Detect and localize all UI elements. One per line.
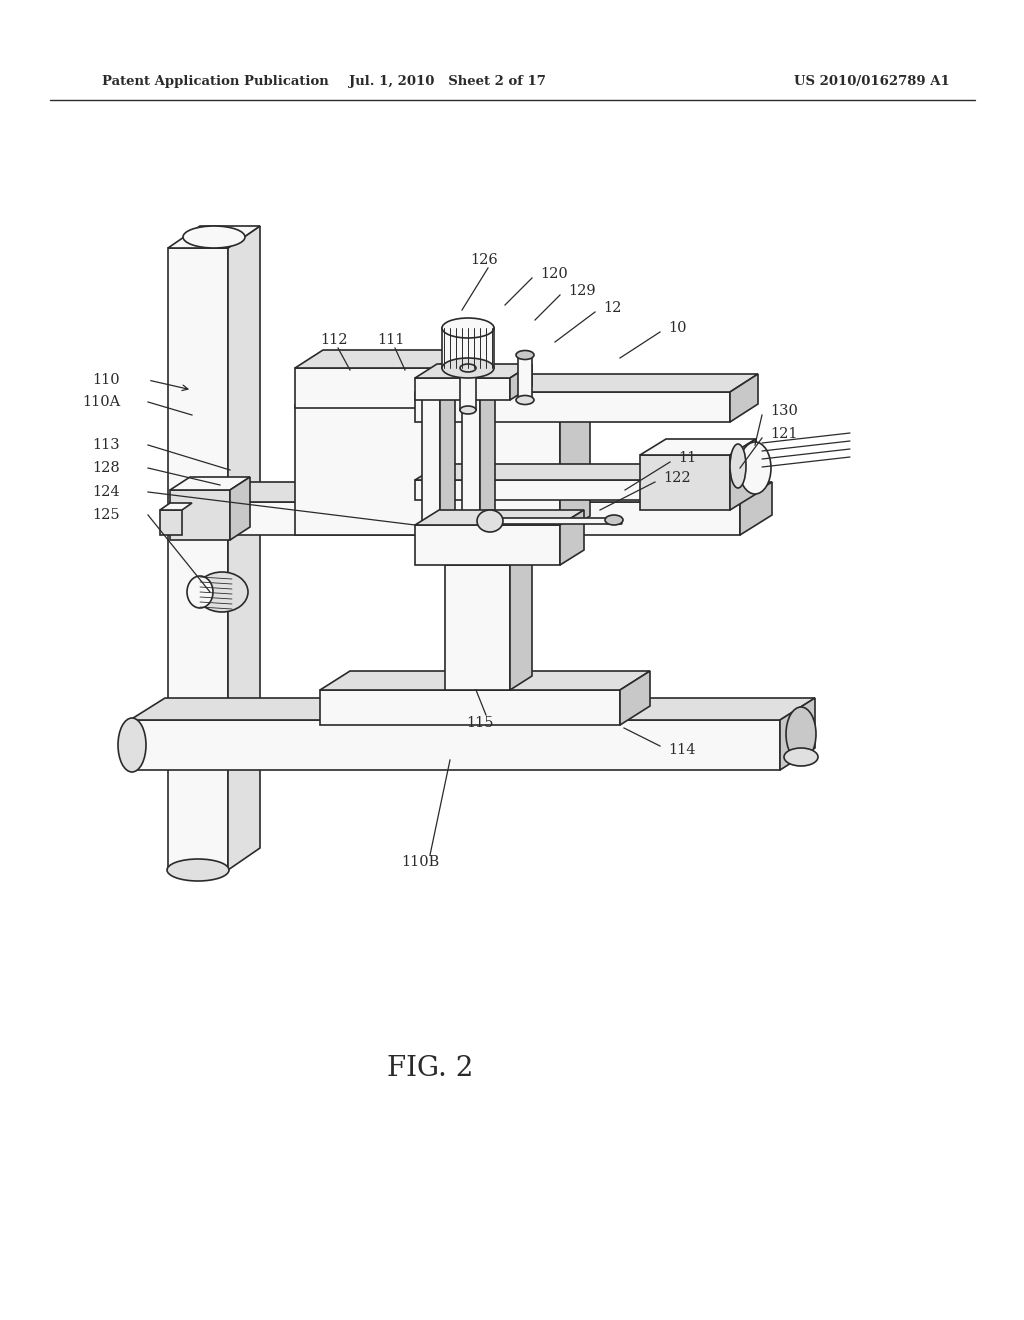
Polygon shape <box>170 490 230 540</box>
Ellipse shape <box>730 444 746 488</box>
Polygon shape <box>422 375 455 385</box>
Ellipse shape <box>442 358 494 378</box>
Polygon shape <box>170 477 250 490</box>
Polygon shape <box>460 368 476 411</box>
Polygon shape <box>510 364 532 400</box>
Ellipse shape <box>196 572 248 612</box>
Polygon shape <box>170 502 740 535</box>
Polygon shape <box>620 671 650 725</box>
Text: Jul. 1, 2010   Sheet 2 of 17: Jul. 1, 2010 Sheet 2 of 17 <box>348 75 546 88</box>
Text: 110: 110 <box>92 374 120 387</box>
Text: 112: 112 <box>321 333 348 347</box>
Ellipse shape <box>516 351 534 359</box>
Polygon shape <box>445 550 532 565</box>
Polygon shape <box>445 565 510 690</box>
Ellipse shape <box>477 510 503 532</box>
Polygon shape <box>415 510 584 525</box>
Text: 114: 114 <box>668 743 695 756</box>
Polygon shape <box>228 226 260 870</box>
Text: 110A: 110A <box>82 395 120 409</box>
Polygon shape <box>168 248 228 870</box>
Text: FIG. 2: FIG. 2 <box>387 1055 473 1081</box>
Text: US 2010/0162789 A1: US 2010/0162789 A1 <box>795 75 950 88</box>
Polygon shape <box>462 385 480 535</box>
Ellipse shape <box>183 226 245 248</box>
Text: 121: 121 <box>770 426 798 441</box>
Text: 130: 130 <box>770 404 798 418</box>
Polygon shape <box>510 550 532 690</box>
Polygon shape <box>319 690 620 725</box>
Polygon shape <box>295 405 560 535</box>
Polygon shape <box>422 385 440 535</box>
Polygon shape <box>130 719 780 770</box>
Polygon shape <box>640 455 730 510</box>
Text: 113: 113 <box>92 438 120 451</box>
Polygon shape <box>319 671 650 690</box>
Polygon shape <box>295 385 590 405</box>
Polygon shape <box>295 350 463 368</box>
Polygon shape <box>435 350 463 408</box>
Text: 120: 120 <box>540 267 567 281</box>
Polygon shape <box>560 510 584 565</box>
Polygon shape <box>170 482 772 502</box>
Text: 110B: 110B <box>400 855 439 869</box>
Polygon shape <box>730 374 758 422</box>
Polygon shape <box>415 378 510 400</box>
Ellipse shape <box>118 718 146 772</box>
Polygon shape <box>415 392 730 422</box>
Text: 128: 128 <box>92 461 120 475</box>
Polygon shape <box>440 375 455 535</box>
Polygon shape <box>640 440 756 455</box>
Polygon shape <box>730 440 756 510</box>
Polygon shape <box>518 355 532 400</box>
Text: 129: 129 <box>568 284 596 298</box>
Polygon shape <box>160 510 182 535</box>
Polygon shape <box>485 517 622 524</box>
Polygon shape <box>415 374 758 392</box>
Polygon shape <box>160 503 193 510</box>
Text: 122: 122 <box>663 471 690 484</box>
Text: 12: 12 <box>603 301 622 315</box>
Polygon shape <box>480 375 495 535</box>
Polygon shape <box>415 465 726 480</box>
Polygon shape <box>295 368 435 408</box>
Polygon shape <box>130 698 815 719</box>
Text: 11: 11 <box>678 451 696 465</box>
Text: 111: 111 <box>377 333 404 347</box>
Text: 115: 115 <box>466 715 494 730</box>
Ellipse shape <box>516 396 534 404</box>
Ellipse shape <box>460 364 476 372</box>
Polygon shape <box>442 327 494 368</box>
Polygon shape <box>168 226 260 248</box>
Text: 124: 124 <box>92 484 120 499</box>
Polygon shape <box>560 385 590 535</box>
Ellipse shape <box>739 442 771 494</box>
Polygon shape <box>780 698 815 770</box>
Ellipse shape <box>784 748 818 766</box>
Ellipse shape <box>187 576 213 609</box>
Ellipse shape <box>442 318 494 338</box>
Ellipse shape <box>460 407 476 414</box>
Polygon shape <box>415 364 532 378</box>
Ellipse shape <box>167 859 229 880</box>
Ellipse shape <box>786 708 816 762</box>
Text: 126: 126 <box>470 253 498 267</box>
Polygon shape <box>415 525 560 565</box>
Polygon shape <box>230 477 250 540</box>
Text: 10: 10 <box>668 321 686 335</box>
Polygon shape <box>740 482 772 535</box>
Text: 125: 125 <box>92 508 120 521</box>
Polygon shape <box>462 375 495 385</box>
Text: Patent Application Publication: Patent Application Publication <box>102 75 329 88</box>
Ellipse shape <box>605 515 623 525</box>
Polygon shape <box>415 480 700 500</box>
